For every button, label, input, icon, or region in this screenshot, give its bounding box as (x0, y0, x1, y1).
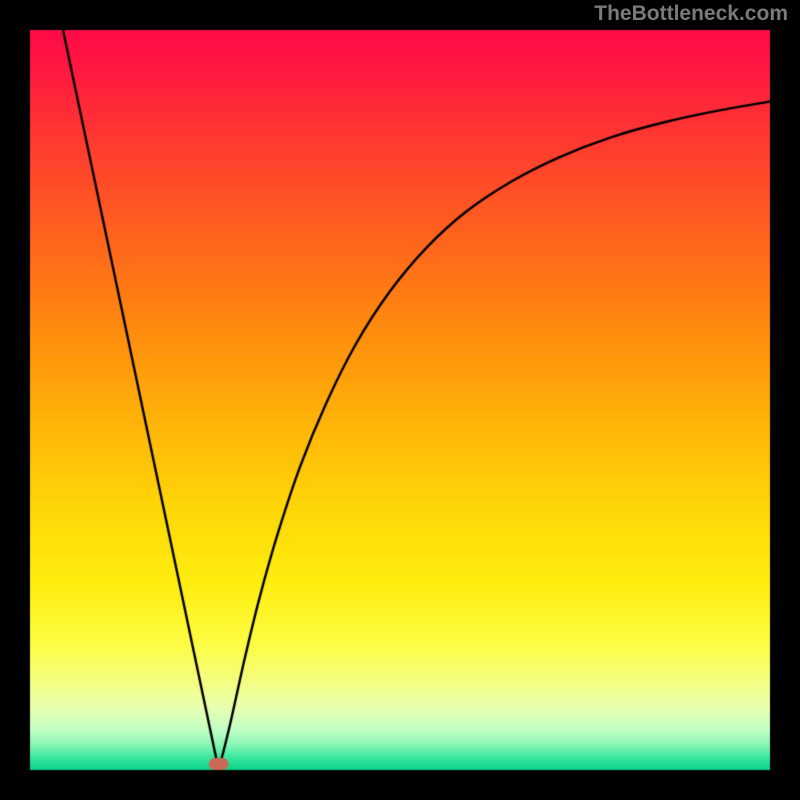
chart-canvas (0, 0, 800, 800)
chart-stage: TheBottleneck.com (0, 0, 800, 800)
